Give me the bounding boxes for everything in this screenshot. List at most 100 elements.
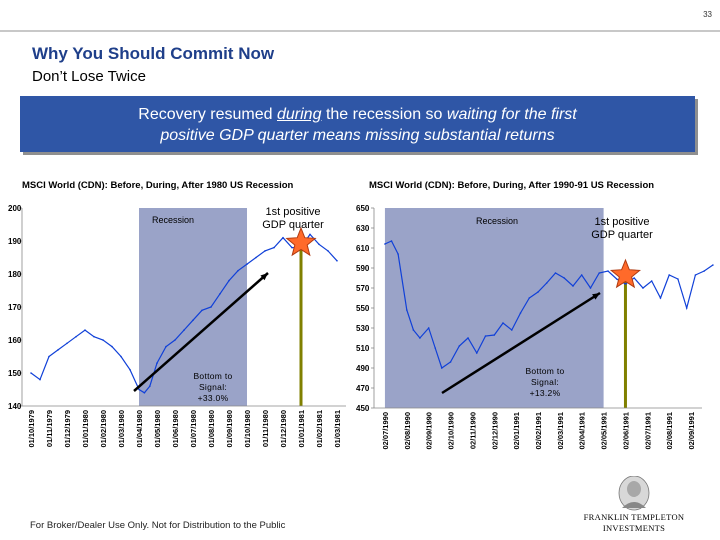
x-tick-label: 01/02/1981 xyxy=(315,410,324,448)
data-point xyxy=(650,280,653,282)
x-tick-label: 02/10/1990 xyxy=(447,412,456,450)
data-point xyxy=(449,361,452,363)
data-point xyxy=(149,385,151,387)
data-point xyxy=(624,283,627,285)
data-point xyxy=(633,277,636,279)
bottom-to-signal-arrow xyxy=(441,291,601,395)
y-tick-label: 150 xyxy=(8,369,22,378)
arrow-head xyxy=(592,293,600,300)
data-point xyxy=(219,293,221,295)
data-point xyxy=(309,233,311,236)
y-tick-label: 550 xyxy=(356,304,370,313)
gdp-label-line-2: GDP quarter xyxy=(591,229,653,241)
data-point xyxy=(192,319,194,321)
disclaimer-footer: For Broker/Dealer Use Only. Not for Dist… xyxy=(30,520,286,531)
x-tick-label: 02/12/1990 xyxy=(490,412,499,450)
x-tick-label: 02/04/1991 xyxy=(578,412,587,450)
data-point xyxy=(554,272,557,274)
data-point xyxy=(419,337,421,339)
x-tick-label: 01/07/1980 xyxy=(189,410,198,448)
x-tick-label: 02/08/1991 xyxy=(665,412,674,450)
gdp-label-line-1: 1st positive xyxy=(594,216,649,228)
data-point xyxy=(327,250,329,252)
y-tick-label: 140 xyxy=(8,402,22,411)
page-title: Why You Should Commit Now xyxy=(32,44,275,63)
series-line xyxy=(384,240,714,369)
series-line xyxy=(30,233,338,394)
chart-1980-recession: Recession 140 150 160 170 180 190 200 01/10/1979… xyxy=(8,204,346,448)
data-point xyxy=(138,388,140,391)
data-point xyxy=(237,269,239,272)
bottom-to-signal-label: Signal: xyxy=(199,382,227,392)
y-tick-label: 190 xyxy=(8,237,22,246)
y-tick-label: 170 xyxy=(8,303,22,312)
bottom-to-signal-label: Bottom to xyxy=(525,366,564,376)
gdp-signal-star xyxy=(285,226,317,257)
data-point xyxy=(273,246,275,249)
data-point xyxy=(537,291,539,293)
y-tick-label: 530 xyxy=(356,324,370,333)
x-tick-label: 01/10/1980 xyxy=(243,410,252,448)
data-point xyxy=(545,282,548,284)
y-tick-label: 470 xyxy=(356,384,370,393)
x-tick-label: 02/11/1990 xyxy=(468,412,477,449)
data-point xyxy=(183,329,185,331)
x-tick-label: 02/05/1991 xyxy=(600,412,609,450)
banner-emphasis: during xyxy=(277,106,322,123)
data-point xyxy=(30,372,32,374)
data-point xyxy=(458,345,461,347)
data-point xyxy=(228,279,230,282)
callout-banner: Recovery resumed during the recession so… xyxy=(20,96,695,152)
page-number: 33 xyxy=(703,10,712,19)
data-point xyxy=(510,329,513,331)
x-tick-label: 02/01/1991 xyxy=(512,412,521,450)
y-tick-label: 590 xyxy=(356,264,370,273)
y-tick-label: 650 xyxy=(356,204,370,213)
data-point xyxy=(264,250,266,252)
data-point xyxy=(694,274,697,276)
page-subtitle: Don’t Lose Twice xyxy=(32,68,146,85)
data-point xyxy=(589,287,592,289)
x-tick-label: 01/06/1980 xyxy=(171,410,180,448)
bottom-to-signal-label: +13.2% xyxy=(530,388,561,398)
chart-1-title: MSCI World (CDN): Before, During, After … xyxy=(22,180,294,191)
data-point xyxy=(336,260,338,262)
y-tick-label: 160 xyxy=(8,336,22,345)
y-tick-label: 630 xyxy=(356,224,370,233)
data-point xyxy=(427,327,430,329)
y-tick-label: 610 xyxy=(356,244,370,253)
data-point xyxy=(712,264,714,266)
data-point xyxy=(75,335,77,338)
gdp-label-line-2: GDP quarter xyxy=(262,219,324,231)
data-point xyxy=(57,349,59,351)
portrait-logo-icon xyxy=(618,476,650,511)
x-tick-label: 01/10/1979 xyxy=(27,410,36,448)
data-point xyxy=(120,355,122,358)
x-tick-label: 02/06/1991 xyxy=(621,412,630,450)
x-tick-label: 01/12/1979 xyxy=(63,410,72,448)
data-point xyxy=(668,274,670,276)
data-point xyxy=(66,342,68,345)
data-point xyxy=(493,334,496,336)
data-point xyxy=(475,352,478,354)
data-point xyxy=(255,256,257,259)
x-tick-label: 02/09/1990 xyxy=(425,412,434,450)
data-point xyxy=(659,297,662,299)
x-tick-label: 02/02/1991 xyxy=(534,412,543,450)
x-tick-label: 01/03/1980 xyxy=(117,410,126,448)
x-tick-label: 01/09/1980 xyxy=(225,410,234,448)
data-point xyxy=(580,274,583,276)
data-point xyxy=(384,243,386,245)
bottom-to-signal-label: Signal: xyxy=(531,377,559,387)
data-point xyxy=(677,278,679,280)
bottom-to-signal-arrow xyxy=(133,272,269,392)
data-point xyxy=(563,277,566,279)
chart-1990-recession: Recession 450 470 490 510 530 550 570 590 610 630 6… xyxy=(356,204,714,450)
data-point xyxy=(48,355,50,358)
data-point xyxy=(390,240,393,242)
data-point xyxy=(156,362,158,364)
recession-label: Recession xyxy=(152,215,194,225)
data-point xyxy=(129,368,131,371)
bottom-to-signal-label: +33.0% xyxy=(198,393,229,403)
top-divider xyxy=(0,30,720,32)
